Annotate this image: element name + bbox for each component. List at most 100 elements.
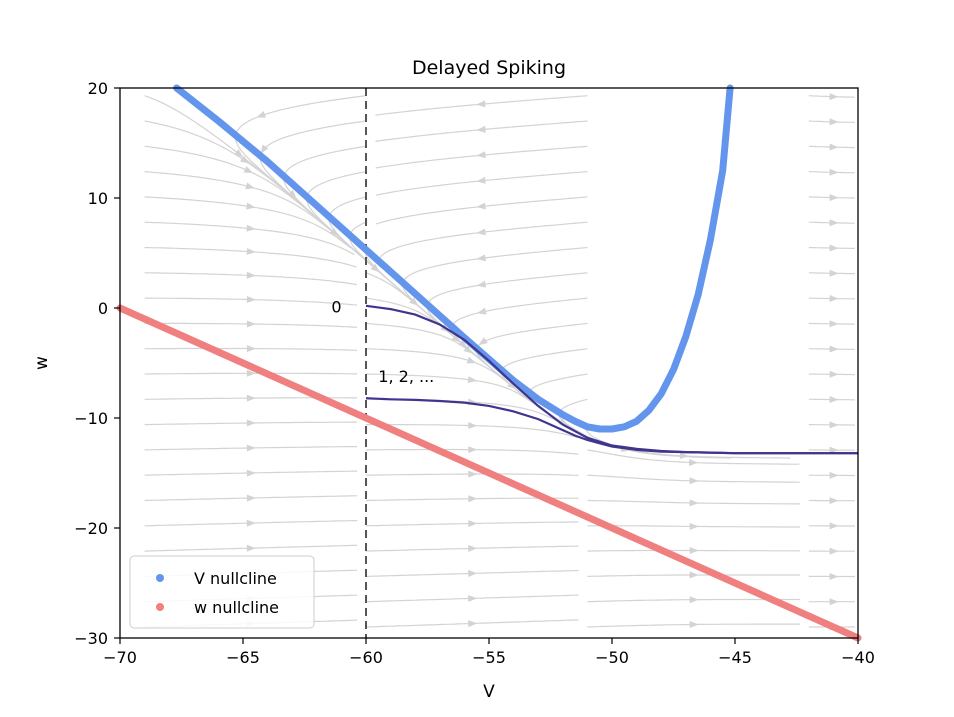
streamline-arrow: [688, 458, 699, 466]
streamline-arrow: [256, 111, 267, 118]
annotation-0: 0: [331, 298, 341, 317]
x-tick-label: −55: [472, 648, 506, 667]
streamline-arrow: [468, 520, 478, 528]
y-axis: −30 −20 −10 0 10 20: [74, 79, 120, 648]
trajectory-1: [365, 397, 858, 455]
streamline-arrow: [240, 155, 250, 164]
streamline-arrow: [246, 369, 256, 377]
streamline-arrow: [234, 149, 244, 158]
streamline-arrow: [246, 345, 256, 353]
streamline-arrow: [689, 571, 699, 579]
streamline-arrow: [829, 194, 839, 202]
x-tick-label: −45: [718, 648, 752, 667]
streamline-arrow: [476, 100, 486, 108]
streamline-arrow: [246, 544, 256, 552]
streamline-arrow: [829, 572, 839, 580]
streamline-arrow: [260, 144, 269, 155]
streamline-arrow: [689, 596, 699, 604]
streamline: [234, 95, 367, 196]
streamline-arrow: [243, 166, 254, 174]
streamline-arrow: [689, 477, 699, 485]
streamline-arrow: [468, 446, 478, 454]
streamline-arrow: [829, 471, 839, 479]
streamline: [375, 171, 588, 196]
streamline: [426, 272, 588, 345]
streamline-arrow: [829, 522, 839, 530]
streamline-arrow: [468, 470, 478, 478]
chart-title: Delayed Spiking: [412, 57, 566, 79]
streamline-arrow: [468, 570, 478, 578]
streamline-arrow: [246, 271, 256, 279]
streamline-arrow: [829, 118, 839, 126]
streamline-arrow: [246, 247, 256, 255]
streamline-arrow: [476, 151, 486, 159]
streamline-arrow: [245, 182, 255, 190]
streamline: [375, 145, 588, 169]
streamline-arrow: [829, 244, 839, 252]
streamline-arrow: [246, 494, 256, 502]
streamline-arrow: [476, 280, 487, 288]
streamline-arrow: [287, 189, 297, 199]
y-tick-label: −20: [74, 519, 108, 538]
y-tick-label: 10: [88, 189, 108, 208]
streamline-arrow: [689, 546, 699, 554]
streamline-arrow: [476, 254, 486, 262]
streamline-arrow: [829, 547, 839, 555]
streamline-arrow: [468, 421, 478, 429]
y-tick-label: 20: [88, 79, 108, 98]
streamline-arrow: [829, 446, 839, 454]
streamline-arrow: [829, 497, 839, 505]
streamline-arrow: [476, 307, 487, 315]
streamline-arrow: [829, 143, 839, 151]
streamline-arrow: [829, 421, 839, 429]
streamline-arrow: [689, 621, 699, 629]
streamline-arrow: [246, 295, 256, 303]
streamline-arrow: [246, 419, 256, 427]
streamline-arrow: [246, 224, 256, 232]
streamline-arrow: [829, 168, 839, 176]
streamline-arrow: [467, 376, 478, 384]
streamline: [259, 120, 367, 235]
streamline-arrow: [468, 595, 478, 603]
annotation-1: 1, 2, ...: [378, 367, 434, 386]
x-tick-label: −65: [226, 648, 260, 667]
streamline-arrow: [246, 394, 256, 402]
streamline-arrow: [246, 469, 256, 477]
streamline-arrow: [829, 598, 839, 606]
streamline-arrow: [466, 356, 477, 364]
streamline-arrow: [689, 522, 699, 530]
legend-label-w-nullcline: w nullcline: [194, 598, 279, 617]
streamline-arrow: [829, 345, 839, 353]
streamline-arrow: [689, 499, 699, 507]
y-tick-label: 0: [98, 299, 108, 318]
y-tick-label: −30: [74, 629, 108, 648]
streamline-arrow: [246, 444, 256, 452]
streamline-arrow: [829, 269, 839, 277]
streamline-arrow: [246, 202, 256, 210]
streamline-arrow: [476, 125, 486, 133]
w-nullcline: [116, 304, 862, 642]
streamline-arrow: [468, 620, 478, 628]
x-axis-label: V: [483, 682, 495, 702]
streamline-arrow: [679, 452, 689, 460]
legend-box: [129, 555, 315, 629]
streamline-arrow: [829, 320, 839, 328]
streamline-arrow: [829, 370, 839, 378]
streamline-arrow: [476, 228, 486, 236]
streamline-arrow: [829, 396, 839, 404]
legend-swatch-v-nullcline: [156, 574, 164, 582]
legend-label-v-nullcline: V nullcline: [194, 569, 277, 588]
streamline-arrow: [478, 337, 488, 346]
streamline-arrow: [468, 544, 478, 552]
legend: V nullcline w nullcline: [129, 555, 315, 629]
x-tick-label: −50: [595, 648, 629, 667]
legend-swatch-w-nullcline: [156, 603, 164, 611]
streamlines: [144, 93, 855, 631]
streamline-arrow: [829, 295, 839, 303]
streamline-arrow: [246, 519, 256, 527]
y-tick-label: −10: [74, 409, 108, 428]
y-axis-label: w: [32, 356, 52, 370]
streamline-arrow: [246, 320, 256, 328]
v-nullcline: [173, 84, 734, 433]
